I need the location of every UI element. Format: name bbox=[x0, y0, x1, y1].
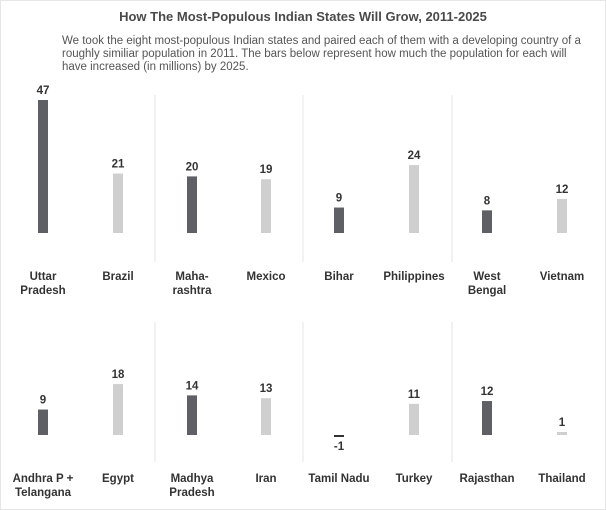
bar-philippines bbox=[409, 165, 419, 233]
chart-subtitle: We took the eight most-populous Indian s… bbox=[62, 35, 581, 73]
value-label-philippines: 24 bbox=[408, 150, 421, 162]
category-label-iran: Iran bbox=[255, 473, 276, 485]
bar-vietnam bbox=[557, 199, 567, 233]
bar-brazil bbox=[113, 173, 123, 233]
category-label-thailand: Thailand bbox=[538, 473, 585, 485]
bar-turkey bbox=[409, 403, 419, 435]
category-label-andhra-p-telangana: Telangana bbox=[15, 487, 72, 499]
category-label-philippines: Philippines bbox=[383, 271, 444, 283]
chart-title: How The Most-Populous Indian States Will… bbox=[119, 9, 487, 24]
category-label-madhya-pradesh: Madhya bbox=[171, 473, 214, 485]
bar-egypt bbox=[113, 384, 123, 435]
category-label-maha-rashtra: rashtra bbox=[173, 285, 213, 297]
value-label-madhya-pradesh: 14 bbox=[186, 380, 199, 392]
value-label-brazil: 21 bbox=[112, 159, 125, 171]
bar-madhya-pradesh bbox=[187, 395, 197, 435]
bar-andhra-p-telangana bbox=[38, 409, 48, 435]
value-label-egypt: 18 bbox=[112, 369, 125, 381]
value-label-turkey: 11 bbox=[408, 389, 421, 401]
bar-uttar-pradesh bbox=[38, 99, 48, 234]
category-label-vietnam: Vietnam bbox=[540, 271, 585, 283]
value-label-uttar-pradesh: 47 bbox=[37, 85, 50, 97]
category-label-bihar: Bihar bbox=[324, 271, 354, 283]
bar-thailand bbox=[557, 432, 567, 435]
category-label-maha-rashtra: Maha- bbox=[175, 271, 208, 283]
value-label-bihar: 9 bbox=[336, 193, 342, 205]
bar-iran bbox=[261, 398, 271, 435]
category-label-turkey: Turkey bbox=[396, 473, 433, 485]
bar-bihar bbox=[334, 207, 344, 233]
value-label-iran: 13 bbox=[260, 383, 273, 395]
category-label-uttar-pradesh: Pradesh bbox=[20, 285, 65, 297]
category-label-andhra-p-telangana: Andhra P + bbox=[13, 473, 74, 485]
value-label-maha-rashtra: 20 bbox=[186, 161, 199, 173]
category-label-brazil: Brazil bbox=[102, 271, 133, 283]
value-label-mexico: 19 bbox=[260, 164, 273, 176]
bar-rajasthan bbox=[482, 401, 492, 435]
bar-west-bengal bbox=[482, 210, 492, 233]
category-label-madhya-pradesh: Pradesh bbox=[169, 487, 214, 499]
category-label-tamil-nadu: Tamil Nadu bbox=[308, 473, 369, 485]
value-label-vietnam: 12 bbox=[556, 184, 569, 196]
category-label-egypt: Egypt bbox=[102, 473, 134, 485]
bar-tamil-nadu bbox=[334, 435, 344, 437]
category-label-west-bengal: Bengal bbox=[468, 285, 506, 297]
bar-mexico bbox=[261, 179, 271, 233]
value-label-thailand: 1 bbox=[559, 417, 566, 429]
category-label-mexico: Mexico bbox=[247, 271, 286, 283]
category-label-uttar-pradesh: Uttar bbox=[30, 271, 57, 283]
category-label-rajasthan: Rajasthan bbox=[460, 473, 515, 485]
value-label-west-bengal: 8 bbox=[484, 195, 491, 207]
value-label-tamil-nadu: -1 bbox=[334, 441, 345, 453]
bar-maha-rashtra bbox=[187, 176, 197, 233]
value-label-rajasthan: 12 bbox=[481, 386, 494, 398]
category-label-west-bengal: West bbox=[473, 271, 500, 283]
value-label-andhra-p-telangana: 9 bbox=[40, 395, 46, 407]
